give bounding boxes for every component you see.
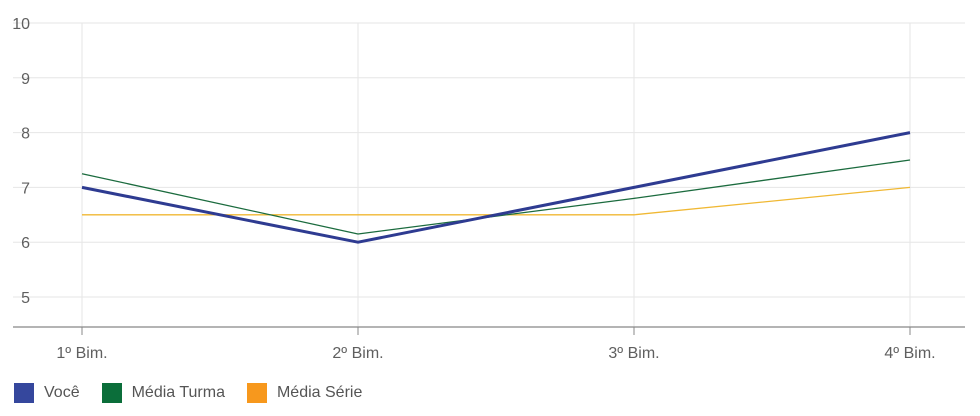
y-tick-label: 7 — [21, 180, 30, 197]
legend-label-voce: Você — [44, 384, 80, 401]
series-line-media-turma — [81, 159, 911, 235]
series-line-voce — [81, 131, 911, 244]
series-lines — [81, 131, 911, 244]
y-tick-label: 10 — [12, 16, 30, 33]
x-tick-label: 4º Bim. — [884, 345, 935, 362]
legend-item-voce[interactable]: Você — [14, 383, 80, 403]
legend-item-media-turma[interactable]: Média Turma — [101, 383, 225, 403]
x-tick-label: 1º Bim. — [56, 345, 107, 362]
legend-swatch-voce — [14, 383, 34, 403]
x-tick-label: 3º Bim. — [608, 345, 659, 362]
y-tick-label: 5 — [21, 290, 30, 307]
legend-label-media-turma: Média Turma — [131, 384, 225, 401]
x-tick-label: 2º Bim. — [332, 345, 383, 362]
line-chart: 5 6 7 8 9 10 1º Bim. 2º Bim. 3º Bim. 4º Bim. — [12, 16, 965, 362]
legend: Você Média Turma Média Série — [14, 381, 384, 405]
legend-item-media-serie[interactable]: Média Série — [246, 383, 363, 403]
legend-label-media-serie: Média Série — [276, 384, 363, 401]
y-axis-tick-labels: 5 6 7 8 9 10 — [12, 16, 30, 307]
y-tick-label: 8 — [21, 126, 30, 143]
y-tick-label: 9 — [21, 71, 30, 88]
legend-swatch-media-turma — [101, 383, 122, 403]
grid — [13, 22, 965, 327]
legend-swatch-media-serie — [246, 383, 267, 403]
y-tick-label: 6 — [21, 235, 30, 252]
x-axis-tick-labels: 1º Bim. 2º Bim. 3º Bim. 4º Bim. — [56, 327, 936, 362]
